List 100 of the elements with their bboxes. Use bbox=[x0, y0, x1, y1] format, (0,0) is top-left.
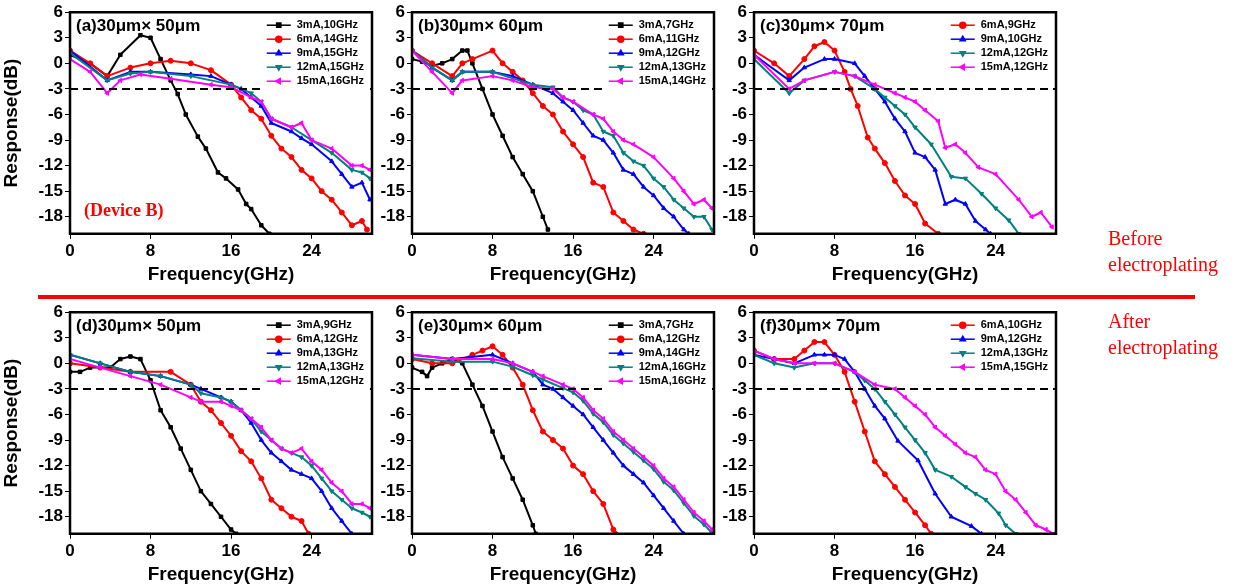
legend-label: 15mA,16GHz bbox=[296, 74, 365, 87]
y-tick-label: 3 bbox=[53, 27, 63, 47]
x-axis-title: Frequency(GHz) bbox=[489, 262, 637, 284]
y-tick-label: -6 bbox=[47, 104, 63, 124]
y-tick-label: -18 bbox=[380, 506, 405, 526]
legend-label: 9mA,12GHz bbox=[638, 46, 701, 59]
y-tick-label: -6 bbox=[389, 404, 405, 424]
y-tick-label: -9 bbox=[389, 129, 405, 149]
legend-label: 9mA,14GHz bbox=[638, 346, 701, 359]
y-tick-label: -6 bbox=[731, 404, 747, 424]
x-axis-title: Frequency(GHz) bbox=[147, 562, 295, 584]
x-axis-title: Frequency(GHz) bbox=[831, 562, 979, 584]
legend-label: 12mA,16GHz bbox=[638, 360, 707, 373]
x-tick-label: 16 bbox=[221, 240, 241, 260]
legend-label: 15mA,16GHz bbox=[638, 374, 707, 387]
y-tick-label: -18 bbox=[38, 506, 63, 526]
y-axis-title: Response(dB) bbox=[0, 58, 21, 188]
y-tick-label: -12 bbox=[380, 155, 405, 175]
x-tick-label: 8 bbox=[829, 240, 840, 260]
x-tick-label: 24 bbox=[302, 540, 322, 560]
x-tick-label: 24 bbox=[986, 540, 1006, 560]
chart-title: (c)30μm× 70μm bbox=[760, 16, 885, 36]
chart-title: (a)30μm× 50μm bbox=[76, 16, 201, 36]
y-tick-label: -18 bbox=[722, 506, 747, 526]
x-tick-label: 16 bbox=[563, 540, 583, 560]
y-tick-label: 6 bbox=[395, 1, 405, 21]
legend-label: 6mA,12GHz bbox=[638, 332, 701, 345]
legend-label: 9mA,13GHz bbox=[296, 346, 359, 359]
y-tick-label: -3 bbox=[731, 78, 747, 98]
y-tick-label: 0 bbox=[53, 53, 63, 73]
x-tick-label: 24 bbox=[302, 240, 322, 260]
y-tick-label: -9 bbox=[47, 429, 63, 449]
legend-label: 6mA,10GHz bbox=[980, 318, 1043, 331]
y-tick-label: -9 bbox=[731, 129, 747, 149]
legend-label: 6mA,12GHz bbox=[296, 332, 359, 345]
y-tick-label: -3 bbox=[731, 378, 747, 398]
x-axis-title: Frequency(GHz) bbox=[831, 262, 979, 284]
legend-label: 15mA,14GHz bbox=[638, 74, 707, 87]
y-tick-label: 3 bbox=[737, 327, 747, 347]
x-tick-label: 16 bbox=[221, 540, 241, 560]
x-tick-label: 8 bbox=[487, 540, 498, 560]
legend-label: 12mA,13GHz bbox=[980, 346, 1049, 359]
y-tick-label: 3 bbox=[53, 327, 63, 347]
x-tick-label: 24 bbox=[644, 240, 664, 260]
y-tick-label: -15 bbox=[722, 180, 747, 200]
y-tick-label: -3 bbox=[47, 378, 63, 398]
y-tick-label: -6 bbox=[731, 104, 747, 124]
chart-title: (e)30μm× 60μm bbox=[418, 316, 543, 336]
y-tick-label: 6 bbox=[53, 301, 63, 321]
chart-title: (d)30μm× 50μm bbox=[76, 316, 202, 336]
x-tick-label: 8 bbox=[487, 240, 498, 260]
x-tick-label: 16 bbox=[905, 540, 925, 560]
legend-label: 15mA,12GHz bbox=[296, 374, 365, 387]
y-tick-label: -3 bbox=[47, 78, 63, 98]
y-tick-label: -15 bbox=[380, 480, 405, 500]
text: After electroplating bbox=[1108, 309, 1219, 360]
y-tick-label: -15 bbox=[380, 180, 405, 200]
legend-label: 6mA,14GHz bbox=[296, 32, 359, 45]
x-tick-label: 24 bbox=[644, 540, 664, 560]
legend-label: 12mA,13GHz bbox=[296, 360, 365, 373]
y-tick-label: -12 bbox=[380, 455, 405, 475]
x-tick-label: 8 bbox=[829, 540, 840, 560]
y-tick-label: -12 bbox=[722, 155, 747, 175]
legend-label: 9mA,10GHz bbox=[980, 32, 1043, 45]
legend-label: 9mA,12GHz bbox=[980, 332, 1043, 345]
legend-label: 15mA,15GHz bbox=[980, 360, 1049, 373]
y-tick-label: 6 bbox=[737, 301, 747, 321]
text: Before electroplating bbox=[1108, 226, 1219, 277]
x-axis-title: Frequency(GHz) bbox=[147, 262, 295, 284]
annotation: (Device B) bbox=[84, 199, 164, 221]
y-tick-label: -9 bbox=[47, 129, 63, 149]
y-tick-label: 3 bbox=[395, 327, 405, 347]
y-tick-label: -15 bbox=[38, 480, 63, 500]
legend-label: 12mA,13GHz bbox=[638, 60, 707, 73]
y-tick-label: 3 bbox=[737, 27, 747, 47]
legend-label: 12mA,12GHz bbox=[980, 46, 1049, 59]
y-tick-label: -12 bbox=[722, 455, 747, 475]
y-tick-label: -6 bbox=[389, 104, 405, 124]
legend-label: 3mA,10GHz bbox=[296, 18, 359, 31]
y-tick-label: -6 bbox=[47, 404, 63, 424]
y-tick-label: -9 bbox=[389, 429, 405, 449]
y-tick-label: 0 bbox=[737, 353, 747, 373]
chart-title: (f)30μm× 70μm bbox=[760, 316, 881, 336]
x-axis-title: Frequency(GHz) bbox=[489, 562, 637, 584]
x-tick-label: 8 bbox=[145, 240, 156, 260]
x-tick-label: 24 bbox=[986, 240, 1006, 260]
y-tick-label: 0 bbox=[737, 53, 747, 73]
y-tick-label: -12 bbox=[38, 455, 63, 475]
y-axis-title: Response(dB) bbox=[0, 358, 21, 488]
legend-label: 12mA,15GHz bbox=[296, 60, 365, 73]
y-tick-label: -12 bbox=[38, 155, 63, 175]
legend-label: 9mA,15GHz bbox=[296, 46, 359, 59]
y-tick-label: 0 bbox=[53, 353, 63, 373]
y-tick-label: 6 bbox=[395, 301, 405, 321]
legend-label: 15mA,12GHz bbox=[980, 60, 1049, 73]
y-tick-label: -18 bbox=[722, 206, 747, 226]
y-tick-label: -15 bbox=[38, 180, 63, 200]
y-tick-label: -18 bbox=[380, 206, 405, 226]
y-tick-label: -15 bbox=[722, 480, 747, 500]
legend-label: 3mA,9GHz bbox=[296, 318, 353, 331]
